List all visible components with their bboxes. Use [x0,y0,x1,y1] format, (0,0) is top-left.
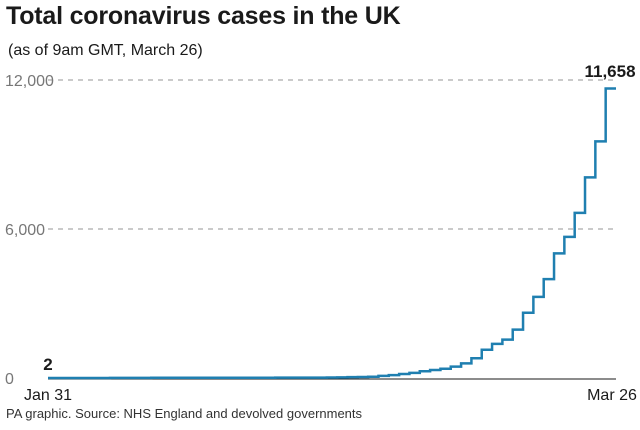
data-labels: 2 11,658 [43,62,635,374]
chart-subtitle: (as of 9am GMT, March 26) [8,42,203,59]
grid-lines [48,79,616,230]
series-line-total-cases [48,87,616,380]
chart-title: Total coronavirus cases in the UK [6,2,401,30]
y-tick-label-6000: 6,000 [5,222,45,239]
x-tick-label-end: Mar 26 [587,387,637,404]
source-footnote: PA graphic. Source: NHS England and devo… [6,406,363,421]
y-tick-labels: 0 6,000 12,000 [5,73,54,388]
x-tick-labels: Jan 31 Mar 26 [24,387,637,404]
data-label-start: 2 [43,355,52,374]
y-tick-label-12000: 12,000 [5,73,54,90]
y-tick-label-0: 0 [5,371,14,388]
x-tick-label-start: Jan 31 [24,387,72,404]
data-label-end: 11,658 [584,62,635,81]
